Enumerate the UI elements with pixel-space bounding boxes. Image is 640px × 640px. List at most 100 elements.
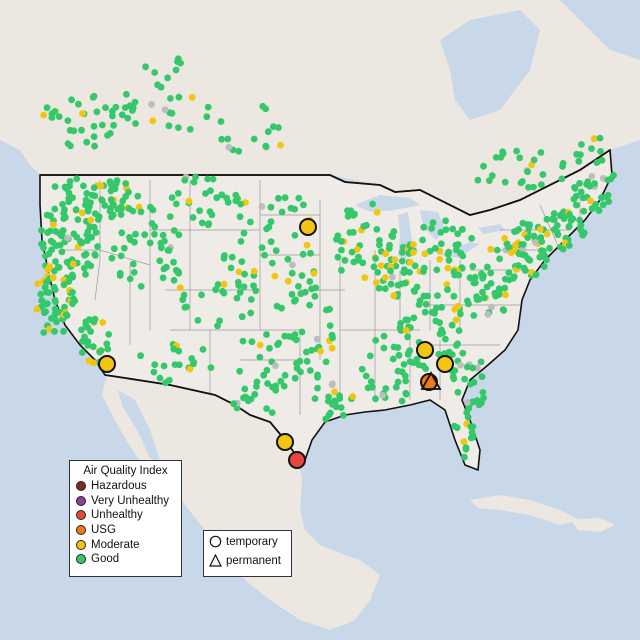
monitor-dot[interactable] — [218, 191, 226, 199]
monitor-dot[interactable] — [484, 310, 492, 318]
monitor-dot[interactable] — [452, 316, 460, 324]
monitor-dot[interactable] — [578, 141, 585, 148]
monitor-dot[interactable] — [129, 260, 137, 268]
monitor-dot[interactable] — [359, 259, 367, 267]
monitor-dot[interactable] — [167, 95, 174, 102]
monitor-dot[interactable] — [69, 260, 77, 268]
monitor-dot[interactable] — [241, 393, 249, 401]
monitor-dot[interactable] — [395, 351, 403, 359]
monitor-dot[interactable] — [454, 340, 461, 348]
monitor-dot[interactable] — [450, 268, 458, 276]
monitor-dot[interactable] — [51, 108, 59, 116]
monitor-dot[interactable] — [344, 212, 352, 220]
monitor-dot[interactable] — [256, 353, 264, 361]
monitor-dot[interactable] — [558, 175, 566, 183]
monitor-dot[interactable] — [292, 336, 300, 344]
monitor-dot[interactable] — [112, 180, 120, 188]
monitor-dot[interactable] — [322, 358, 330, 366]
monitor-dot[interactable] — [89, 343, 97, 351]
monitor-dot[interactable] — [62, 185, 70, 192]
monitor-dot[interactable] — [55, 113, 63, 120]
monitor-dot[interactable] — [102, 104, 109, 111]
monitor-dot[interactable] — [467, 434, 475, 442]
monitor-dot[interactable] — [56, 241, 64, 249]
monitor-dot[interactable] — [501, 235, 508, 242]
monitor-dot[interactable] — [311, 292, 319, 300]
monitor-dot[interactable] — [84, 260, 92, 268]
monitor-dot[interactable] — [232, 197, 240, 205]
monitor-dot[interactable] — [78, 349, 86, 356]
monitor-dot[interactable] — [61, 206, 68, 214]
monitor-dot[interactable] — [196, 207, 204, 215]
monitor-dot[interactable] — [38, 297, 46, 304]
monitor-dot[interactable] — [389, 355, 397, 363]
monitor-dot[interactable] — [468, 234, 475, 242]
monitor-dot[interactable] — [475, 401, 483, 409]
monitor-dot[interactable] — [272, 362, 279, 369]
monitor-dot[interactable] — [192, 173, 199, 181]
monitor-dot[interactable] — [336, 395, 344, 402]
monitor-dot[interactable] — [524, 168, 531, 176]
monitor-dot[interactable] — [149, 117, 157, 125]
monitor-dot[interactable] — [51, 183, 59, 191]
monitor-dot[interactable] — [532, 239, 539, 246]
monitor-dot[interactable] — [525, 184, 532, 191]
monitor-dot[interactable] — [90, 223, 98, 231]
monitor-dot[interactable] — [338, 246, 345, 254]
monitor-dot[interactable] — [379, 392, 387, 399]
monitor-dot[interactable] — [264, 380, 271, 387]
monitor-dot[interactable] — [256, 341, 264, 349]
monitor-dot[interactable] — [159, 231, 167, 239]
monitor-dot[interactable] — [43, 211, 51, 219]
monitor-dot[interactable] — [235, 147, 243, 155]
monitor-dot[interactable] — [415, 361, 423, 369]
monitor-dot[interactable] — [216, 317, 224, 325]
monitor-dot[interactable] — [106, 130, 114, 137]
monitor-dot[interactable] — [41, 284, 49, 291]
monitor-dot[interactable] — [413, 355, 421, 363]
monitor-dot[interactable] — [134, 192, 142, 200]
monitor-dot[interactable] — [172, 66, 180, 74]
monitor-dot[interactable] — [478, 373, 486, 381]
monitor-dot[interactable] — [247, 296, 255, 303]
monitor-dot[interactable] — [537, 181, 545, 189]
monitor-dot[interactable] — [415, 301, 423, 308]
monitor-dot[interactable] — [33, 305, 41, 313]
monitor-dot[interactable] — [266, 344, 273, 352]
monitor-dot[interactable] — [463, 409, 471, 416]
monitor-dot[interactable] — [540, 263, 548, 270]
monitor-dot[interactable] — [87, 328, 94, 335]
monitor-dot[interactable] — [334, 253, 342, 261]
monitor-dot[interactable] — [397, 320, 404, 327]
monitor-dot[interactable] — [271, 272, 279, 280]
monitor-dot[interactable] — [46, 263, 54, 271]
monitor-dot[interactable] — [174, 55, 182, 63]
monitor-dot[interactable] — [571, 185, 579, 192]
monitor-dot[interactable] — [496, 255, 503, 263]
monitor-dot[interactable] — [263, 331, 270, 338]
monitor-dot[interactable] — [265, 223, 273, 231]
monitor-dot[interactable] — [120, 244, 128, 252]
monitor-dot[interactable] — [404, 333, 411, 341]
monitor-dot[interactable] — [288, 290, 296, 298]
monitor-dot[interactable] — [291, 205, 298, 213]
monitor-dot[interactable] — [421, 250, 429, 258]
monitor-dot[interactable] — [72, 206, 80, 214]
monitor-dot[interactable] — [63, 258, 71, 266]
monitor-dot[interactable] — [131, 98, 139, 106]
monitor-dot[interactable] — [60, 276, 68, 284]
monitor-dot[interactable] — [65, 278, 73, 285]
monitor-dot[interactable] — [593, 159, 601, 167]
monitor-dot[interactable] — [42, 252, 49, 260]
monitor-dot[interactable] — [90, 184, 98, 192]
monitor-dot[interactable] — [493, 246, 501, 254]
monitor-dot[interactable] — [453, 246, 460, 254]
monitor-dot[interactable] — [220, 280, 228, 288]
monitor-dot[interactable] — [420, 223, 428, 231]
monitor-dot[interactable] — [584, 178, 592, 186]
monitor-dot[interactable] — [298, 328, 306, 336]
monitor-dot[interactable] — [64, 234, 71, 242]
monitor-dot[interactable] — [168, 109, 176, 117]
monitor-dot[interactable] — [239, 337, 247, 345]
